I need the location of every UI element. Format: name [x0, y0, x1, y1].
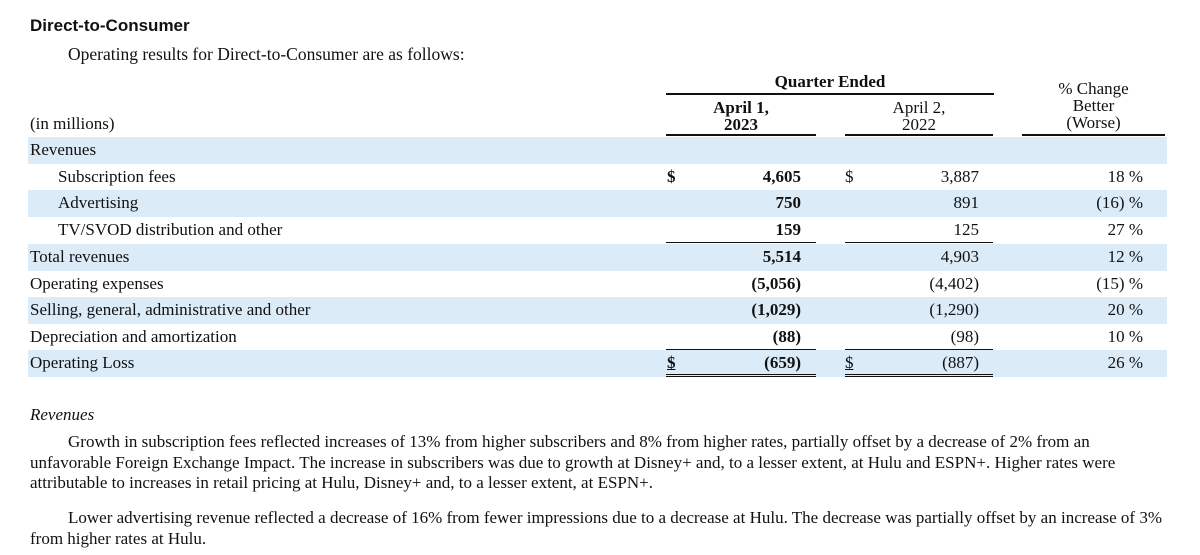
- double-rule-current: [666, 374, 816, 377]
- currency-symbol: $: [667, 166, 676, 186]
- period-header: Quarter Ended: [774, 72, 886, 91]
- row-label: Selling, general, administrative and oth…: [30, 300, 311, 319]
- value-current: (88): [772, 326, 801, 346]
- value-change: 18 %: [1107, 166, 1143, 186]
- table-row: Selling, general, administrative and oth…: [28, 297, 1167, 324]
- col-header-prior-line1: April 2,: [892, 98, 946, 117]
- value-change: 26 %: [1107, 353, 1143, 372]
- col-header-change-line2: Better: [1072, 96, 1115, 115]
- value-current: 4,605: [762, 166, 801, 186]
- total-rule-prior: [845, 349, 993, 350]
- double-rule-prior: [845, 374, 993, 377]
- col-header-change-line3: (Worse): [1066, 113, 1121, 132]
- value-change: (16) %: [1096, 193, 1143, 212]
- value-prior: 891: [953, 193, 980, 212]
- currency-symbol: $: [667, 353, 676, 372]
- value-prior: 3,887: [940, 166, 979, 186]
- value-change: 10 %: [1107, 326, 1143, 346]
- value-prior: 4,903: [940, 247, 979, 266]
- value-current: 159: [775, 219, 802, 239]
- units-label: (in millions): [30, 114, 115, 133]
- value-prior: (98): [950, 326, 979, 346]
- subtotal-rule-prior: [845, 242, 993, 243]
- row-label: Revenues: [30, 140, 97, 159]
- revenues-subheading: Revenues: [30, 405, 95, 424]
- value-current: 750: [775, 193, 802, 212]
- row-label: Advertising: [58, 193, 139, 212]
- table-row: Depreciation and amortization (88) (98) …: [28, 324, 1167, 351]
- table-row: Total revenues 5,514 4,903 12 %: [28, 244, 1167, 271]
- value-current: (5,056): [751, 273, 801, 293]
- total-rule-current: [666, 349, 816, 350]
- subtotal-rule-current: [666, 242, 816, 243]
- value-change: 20 %: [1107, 300, 1143, 319]
- value-prior: (1,290): [929, 300, 979, 319]
- col-header-current-line1: April 1,: [713, 98, 769, 117]
- col-header-change: % Change Better (Worse): [1022, 80, 1165, 131]
- col-header-change-line1: % Change: [1058, 79, 1129, 98]
- table-row: Subscription fees $ 4,605 $ 3,887 18 %: [28, 164, 1167, 191]
- row-label: Subscription fees: [58, 166, 176, 186]
- value-change: (15) %: [1096, 273, 1143, 293]
- table-row: Operating Loss $ (659) $ (887) 26 %: [28, 350, 1167, 377]
- col-header-current: April 1, 2023: [666, 99, 816, 133]
- value-current: (1,029): [751, 300, 801, 319]
- paragraph: Lower advertising revenue reflected a de…: [30, 508, 1162, 548]
- value-change: 12 %: [1107, 247, 1143, 266]
- value-prior: (887): [942, 353, 979, 372]
- value-prior: (4,402): [929, 273, 979, 293]
- header-underline-change: [1022, 134, 1165, 136]
- row-label: Operating expenses: [30, 273, 164, 293]
- currency-symbol: $: [845, 353, 854, 372]
- intro-text: Operating results for Direct-to-Consumer…: [68, 44, 465, 64]
- row-label: Operating Loss: [30, 353, 135, 372]
- value-prior: 125: [953, 219, 980, 239]
- value-current: (659): [764, 353, 801, 372]
- row-label: Depreciation and amortization: [30, 326, 237, 346]
- col-header-current-line2: 2023: [724, 115, 758, 134]
- table-row: Advertising 750 891 (16) %: [28, 190, 1167, 217]
- header-underline-current: [666, 134, 816, 136]
- col-header-prior-line2: 2022: [902, 115, 936, 134]
- period-header-rule: [666, 93, 994, 95]
- row-label: TV/SVOD distribution and other: [58, 219, 283, 239]
- currency-symbol: $: [845, 166, 854, 186]
- table-row: Revenues: [28, 137, 1167, 164]
- table-row: Operating expenses (5,056) (4,402) (15) …: [28, 271, 1167, 298]
- value-current: 5,514: [762, 247, 801, 266]
- paragraph: Growth in subscription fees reflected in…: [30, 432, 1116, 492]
- table-row: TV/SVOD distribution and other 159 125 2…: [28, 217, 1167, 244]
- col-header-prior: April 2, 2022: [845, 99, 993, 133]
- value-change: 27 %: [1107, 219, 1143, 239]
- row-label: Total revenues: [30, 247, 130, 266]
- section-heading: Direct-to-Consumer: [30, 16, 190, 35]
- header-underline-prior: [845, 134, 993, 136]
